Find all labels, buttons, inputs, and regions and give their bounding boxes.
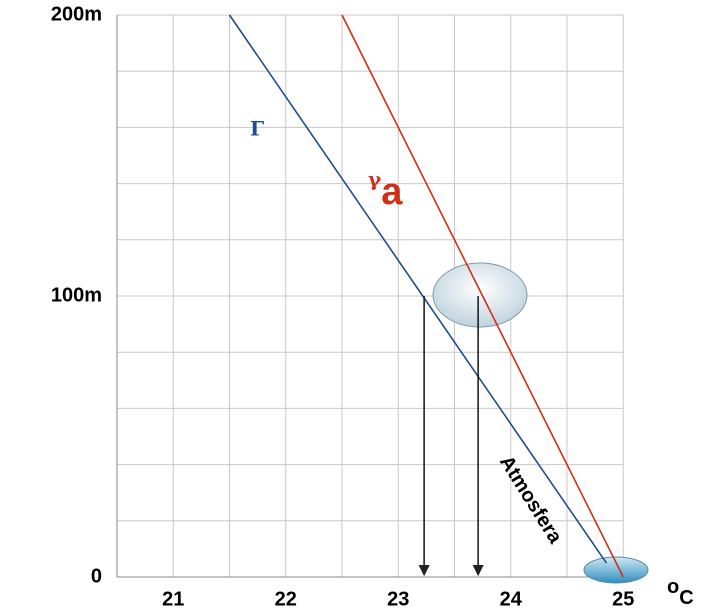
water <box>583 556 649 584</box>
x-unit-text: C <box>679 587 693 609</box>
line <box>341 14 624 578</box>
x-tick-label: 24 <box>500 588 523 610</box>
y-tick-label: 200m <box>51 3 102 25</box>
annotation: Atmosfera <box>495 452 567 548</box>
legend-label: γa <box>368 167 403 214</box>
cloud <box>432 262 528 328</box>
x-tick-label: 22 <box>275 588 297 610</box>
y-tick-label: 100m <box>51 284 102 306</box>
line <box>228 14 608 564</box>
x-tick-label: 25 <box>612 588 634 610</box>
y-tick-label: 0 <box>91 565 102 587</box>
legend-label-main: γ <box>368 167 382 191</box>
legend-label: Γ <box>250 117 264 141</box>
legend-label-sub: a <box>381 171 403 213</box>
plot <box>228 14 624 578</box>
x-unit: oC <box>667 576 694 609</box>
x-tick-label: 21 <box>162 588 184 610</box>
x-unit-sup: o <box>667 576 679 598</box>
grid <box>116 14 624 578</box>
x-tick-label: 23 <box>387 588 409 610</box>
